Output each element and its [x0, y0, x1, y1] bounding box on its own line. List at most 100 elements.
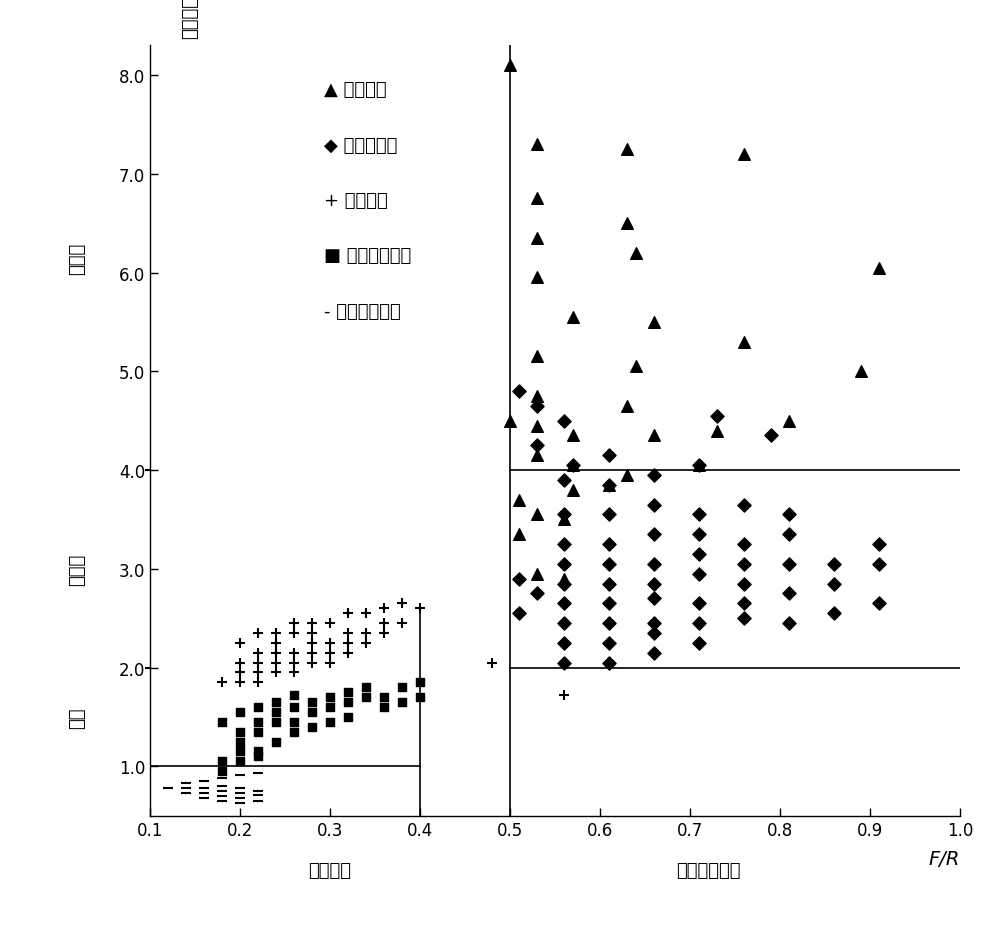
Point [781, 507, 797, 522]
Point [763, 428, 779, 443]
Point [214, 675, 230, 690]
Point [529, 438, 545, 453]
Point [214, 783, 230, 798]
Point [322, 715, 338, 730]
Point [196, 781, 212, 795]
Point [178, 781, 194, 795]
Text: 孔隊度（%）: 孔隊度（%） [182, 0, 200, 39]
Point [250, 794, 266, 808]
Point [871, 260, 887, 275]
Point [556, 688, 572, 703]
Point [691, 458, 707, 473]
Point [619, 217, 635, 232]
Point [511, 527, 527, 542]
Point [529, 449, 545, 464]
Point [376, 602, 392, 616]
Point [628, 360, 644, 375]
Point [358, 606, 374, 621]
Point [304, 695, 320, 710]
Point [250, 655, 266, 670]
Point [556, 537, 572, 552]
Point [529, 349, 545, 364]
Point [646, 557, 662, 572]
Point [826, 577, 842, 591]
Point [646, 626, 662, 641]
Text: ■ 硬质胶结作用: ■ 硬质胶结作用 [324, 248, 411, 265]
Point [601, 557, 617, 572]
Point [736, 611, 752, 626]
Point [232, 666, 248, 680]
Point [250, 666, 266, 680]
Point [232, 768, 248, 782]
Point [214, 779, 230, 794]
Point [232, 636, 248, 651]
Point [412, 690, 428, 705]
Point [214, 754, 230, 768]
Point [556, 572, 572, 587]
Point [736, 596, 752, 611]
Point [322, 655, 338, 670]
Point [304, 705, 320, 719]
Point [691, 458, 707, 473]
Point [529, 419, 545, 434]
Point [529, 232, 545, 247]
Point [502, 58, 518, 73]
Point [781, 616, 797, 630]
Point [601, 596, 617, 611]
Point [646, 527, 662, 542]
Point [871, 596, 887, 611]
Point [646, 468, 662, 483]
Point [304, 655, 320, 670]
Point [340, 685, 356, 700]
Point [394, 596, 410, 611]
Point [826, 557, 842, 572]
Point [709, 409, 725, 424]
Point [529, 566, 545, 581]
Point [691, 566, 707, 581]
Point [502, 413, 518, 428]
Point [286, 626, 302, 641]
Point [646, 498, 662, 513]
Point [196, 786, 212, 801]
Point [232, 754, 248, 768]
Point [322, 636, 338, 651]
Point [286, 715, 302, 730]
Point [736, 557, 752, 572]
Text: 岁层砂岩: 岁层砂岩 [308, 860, 352, 879]
Point [556, 507, 572, 522]
Point [232, 791, 248, 806]
Point [214, 771, 230, 786]
Point [565, 483, 581, 498]
Point [691, 547, 707, 562]
Point [250, 788, 266, 803]
Point [358, 626, 374, 641]
Point [529, 587, 545, 602]
Point [232, 781, 248, 795]
Point [601, 537, 617, 552]
Point [286, 645, 302, 660]
Point [601, 478, 617, 493]
Text: 致密: 致密 [68, 706, 86, 728]
Point [646, 428, 662, 443]
Point [529, 271, 545, 286]
Point [691, 507, 707, 522]
Point [232, 675, 248, 690]
Point [304, 616, 320, 630]
Point [286, 616, 302, 630]
Point [268, 626, 284, 641]
Point [628, 246, 644, 260]
Point [232, 744, 248, 759]
Point [412, 675, 428, 690]
Point [646, 591, 662, 606]
Point [322, 690, 338, 705]
Point [529, 192, 545, 207]
Point [304, 636, 320, 651]
Point [556, 473, 572, 488]
Point [394, 680, 410, 695]
Point [232, 655, 248, 670]
Point [286, 666, 302, 680]
Point [601, 449, 617, 464]
Point [268, 695, 284, 710]
Point [160, 781, 176, 795]
Point [196, 791, 212, 806]
